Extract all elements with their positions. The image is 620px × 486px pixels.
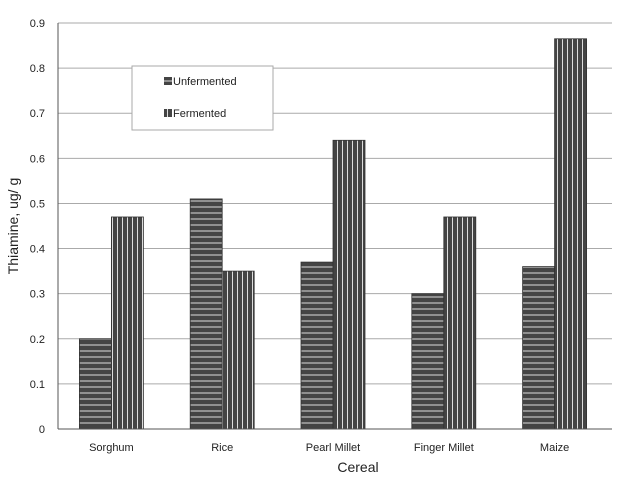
- x-tick-label: Finger Millet: [414, 442, 474, 454]
- bar-fermented-finger-millet: [443, 216, 477, 430]
- legend-label-fermented: Fermented: [173, 108, 226, 120]
- y-tick-label: 0.5: [30, 198, 45, 210]
- x-tick-label: Sorghum: [89, 442, 134, 454]
- bar-unfermented-sorghum: [79, 338, 112, 430]
- bars: [79, 38, 587, 430]
- bar-fermented-sorghum: [111, 216, 144, 430]
- y-tick-label: 0: [39, 424, 45, 436]
- bar-fermented-rice: [221, 270, 255, 430]
- y-tick-labels: 0 0.1 0.2 0.3 0.4 0.5 0.6 0.7 0.8 0.9: [30, 18, 45, 436]
- legend-swatch-unfermented: [164, 77, 172, 85]
- bar-unfermented-pearl-millet: [300, 261, 334, 430]
- legend: Unfermented Fermented: [131, 65, 274, 131]
- y-tick-label: 0.8: [30, 63, 45, 75]
- legend-swatch-fermented: [164, 109, 172, 117]
- y-tick-label: 0.2: [30, 334, 45, 346]
- bar-unfermented-finger-millet: [411, 293, 445, 430]
- bar-fermented-pearl-millet: [332, 139, 366, 430]
- bar-unfermented-maize: [522, 266, 555, 430]
- y-tick-label: 0.9: [30, 18, 45, 30]
- legend-label-unfermented: Unfermented: [173, 76, 237, 88]
- x-tick-label: Pearl Millet: [306, 442, 360, 454]
- y-tick-label: 0.3: [30, 289, 45, 301]
- y-axis-label: Thiamine, ug/ g: [5, 178, 21, 275]
- x-tick-label: Rice: [211, 442, 233, 454]
- bar-fermented-maize: [554, 38, 587, 430]
- bar-unfermented-rice: [189, 198, 223, 430]
- y-tick-label: 0.1: [30, 379, 45, 391]
- x-tick-label: Maize: [540, 442, 569, 454]
- y-tick-label: 0.4: [30, 244, 45, 256]
- y-tick-label: 0.6: [30, 153, 45, 165]
- y-tick-label: 0.7: [30, 108, 45, 120]
- x-tick-labels: Sorghum Rice Pearl Millet Finger Millet Maiz…: [89, 442, 569, 454]
- x-axis-label: Cereal: [337, 459, 378, 475]
